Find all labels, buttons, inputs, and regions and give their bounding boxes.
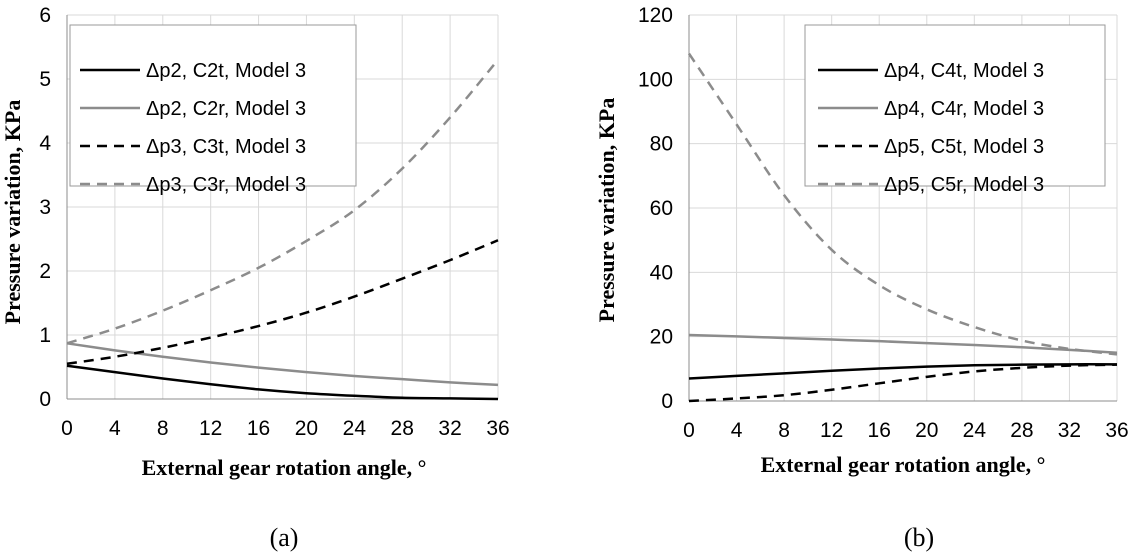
panel-b-caption: (b) (904, 523, 934, 552)
panel-a-y-ticks: 0 1 2 3 4 5 6 (39, 4, 51, 411)
panel-a-legend: Δp2, C2t, Model 3 Δp2, C2r, Model 3 Δp3, C… (69, 24, 357, 196)
panel-b-x-ticks: 0 4 8 12 16 20 24 28 32 36 (683, 419, 1129, 442)
panel-a-y-tick-label: 0 (39, 388, 51, 411)
panel-a-y-tick-label: 2 (39, 260, 51, 283)
panel-a-legend-label-1: Δp2, C2t, Model 3 (146, 60, 306, 82)
panel-a-y-tick-label: 4 (39, 132, 51, 155)
panel-b-legend-label-3: Δp5, C5t, Model 3 (884, 136, 1044, 158)
panel-b-x-tick-label: 0 (683, 419, 695, 442)
panel-b-y-tick-label: 40 (650, 261, 673, 284)
panel-a-x-tick-label: 20 (295, 417, 318, 440)
panel-a-legend-label-3: Δp3, C3t, Model 3 (146, 136, 306, 158)
panel-a-y-axis-title: Pressure variation, KPa (0, 100, 25, 325)
panel-a-x-tick-label: 12 (199, 417, 222, 440)
panel-a-series-line-2 (66, 342, 499, 387)
panel-b-y-tick-label: 80 (650, 133, 673, 156)
panel-a-x-tick-label: 32 (438, 417, 461, 440)
panel-b-legend: Δp4, C4t, Model 3 Δp4, C4r, Model 3 Δp5, C… (804, 24, 1106, 196)
panel-b-series-line-3 (688, 363, 1118, 403)
panel-a-x-ticks: 0 4 8 12 16 20 24 28 32 36 (61, 417, 510, 440)
panel-a-x-tick-label: 4 (109, 417, 121, 440)
panel-b-x-tick-label: 16 (868, 419, 891, 442)
panel-b-legend-label-1: Δp4, C4t, Model 3 (884, 60, 1044, 82)
panel-a-x-tick-label: 0 (61, 417, 73, 440)
panel-a-y-tick-label: 3 (39, 196, 51, 219)
panel-a-series-group (66, 59, 499, 401)
panel-a-legend-box (69, 24, 357, 187)
panel-b-x-tick-label: 36 (1105, 419, 1128, 442)
panel-b-x-axis-title: External gear rotation angle, ° (761, 452, 1046, 477)
panel-a-legend-label-4: Δp3, C3r, Model 3 (146, 174, 306, 196)
panel-b-x-tick-label: 4 (731, 419, 743, 442)
panel-b-x-tick-label: 28 (1010, 419, 1033, 442)
panel-a-x-axis-title: External gear rotation angle, ° (142, 455, 427, 480)
panel-a-series-line-3 (66, 239, 499, 366)
panel-b-y-tick-label: 100 (638, 68, 673, 91)
panel-b-y-axis-title: Pressure variation, KPa (594, 98, 619, 323)
panel-b-legend-label-2: Δp4, C4r, Model 3 (884, 98, 1044, 120)
panel-a-x-tick-label: 24 (343, 417, 367, 440)
panel-a-y-tick-label: 6 (39, 4, 51, 27)
panel-b-series-line-1 (688, 363, 1118, 380)
panel-b-legend-box (804, 24, 1106, 187)
panel-b-y-ticks: 0 20 40 60 80 100 120 (638, 4, 673, 413)
panel-b-series-line-4 (687, 52, 1118, 356)
panel-a-series-line-4 (66, 59, 499, 345)
panel-b-series-group (687, 52, 1118, 403)
panel-b-y-tick-label: 120 (638, 4, 673, 27)
panel-b-x-tick-label: 32 (1058, 419, 1081, 442)
panel-b-y-tick-label: 60 (650, 197, 673, 220)
panel-b-y-tick-label: 20 (650, 326, 673, 349)
panel-a-legend-label-2: Δp2, C2r, Model 3 (146, 98, 306, 120)
panel-b-chart: 0 4 8 12 16 20 24 28 32 36 0 20 40 60 80 100 120 Extern… (594, 4, 1129, 552)
panel-a-x-tick-label: 8 (157, 417, 169, 440)
panel-a-x-tick-label: 36 (486, 417, 509, 440)
panel-a-x-tick-label: 28 (391, 417, 414, 440)
panel-b-x-tick-label: 20 (915, 419, 938, 442)
panel-b-series-line-2 (688, 333, 1118, 354)
panel-b-y-tick-label: 0 (661, 390, 673, 413)
panel-a-y-tick-label: 5 (39, 68, 51, 91)
panel-b-x-tick-label: 12 (820, 419, 843, 442)
panel-b-legend-label-4: Δp5, C5r, Model 3 (884, 174, 1044, 196)
panel-a-series-line-1 (66, 364, 499, 401)
panel-b-x-tick-label: 24 (963, 419, 987, 442)
panel-a-x-tick-label: 16 (247, 417, 270, 440)
panel-a-y-tick-label: 1 (39, 324, 51, 347)
panel-b-x-tick-label: 8 (778, 419, 790, 442)
panel-a-caption: (a) (270, 523, 299, 552)
